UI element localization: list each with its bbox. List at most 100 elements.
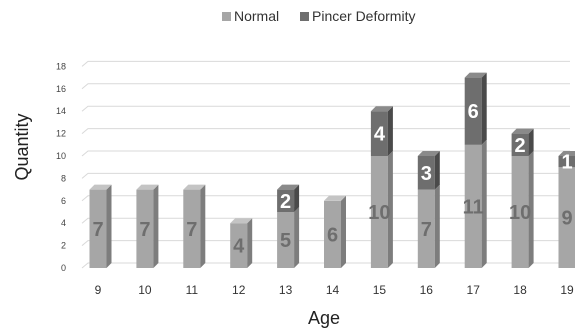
gridline-12 [81,128,570,134]
gridline-10 [81,150,570,157]
y-tick-label-2: 2 [61,241,66,251]
y-tick-label-6: 6 [61,196,66,206]
data-label-pincer-deformity-16: 3 [421,163,432,185]
bar-normal-9-top [89,184,112,190]
bar-normal-12 [230,218,253,268]
bar-normal-15-side [387,151,393,268]
bar-pincer-deformity-15-top [370,106,393,112]
x-tick-label-9: 9 [95,283,102,297]
bar-normal-13-front [277,212,295,268]
bar-normal-11-front [183,189,201,268]
data-label-normal-9: 7 [92,219,103,241]
gridlines [81,60,570,269]
gridline-14 [81,105,570,112]
bar-pincer-deformity-17-side [481,72,487,145]
data-label-pincer-deformity-13: 2 [280,191,291,213]
bar-pincer-deformity-15 [370,106,393,156]
bar-pincer-deformity-15-front [370,111,388,156]
x-tick-label-11: 11 [186,283,199,297]
data-label-normal-14: 6 [327,224,338,246]
bar-pincer-deformity-19-top [558,151,575,156]
bar-normal-11 [183,184,206,268]
bar-pincer-deformity-19 [558,151,575,168]
bar-normal-18-front [511,156,529,268]
bar-normal-12-front [230,223,248,268]
data-label-normal-10: 7 [139,219,150,241]
bar-normal-12-side [247,218,253,268]
bar-normal-19-front [558,167,575,268]
y-tick-label-4: 4 [61,218,66,228]
y-tick-label-8: 8 [61,173,66,183]
bar-pincer-deformity-17 [464,72,487,145]
x-tick-label-17: 17 [467,283,481,297]
bar-pincer-deformity-17-top [464,72,487,78]
bar-normal-10-top [136,184,159,190]
bar-normal-17-side [481,139,487,268]
bar-normal-17 [464,139,487,268]
x-tick-label-18: 18 [513,283,527,297]
gridline-2 [81,240,570,246]
bar-normal-13-side [294,207,300,268]
data-label-normal-15: 10 [368,202,390,224]
gridline-18 [81,60,570,67]
bar-pincer-deformity-16-front [417,156,435,190]
data-label-normal-19: 9 [561,208,572,230]
legend: Normal Pincer Deformity [222,8,415,24]
x-axis-title: Age [308,308,340,328]
bars [89,72,575,268]
legend-label-normal: Normal [234,8,279,24]
x-tick-label-12: 12 [232,283,246,297]
legend-label-pincer-deformity: Pincer Deformity [312,8,415,24]
x-tick-label-10: 10 [138,283,152,297]
y-tick-label-14: 14 [56,106,66,116]
y-tick-label-16: 16 [56,84,66,94]
x-tick-label-13: 13 [279,283,293,297]
bar-normal-15-front [370,156,388,268]
x-axis-ticks: 9 10 11 12 13 14 15 16 17 18 19 [95,283,574,297]
bar-normal-11-top [183,184,206,190]
bar-normal-14-front [324,200,341,268]
bar-normal-11-side [200,184,206,268]
legend-swatch-normal [222,12,231,21]
y-axis-ticks: 0 2 4 6 8 10 12 14 16 18 [56,61,66,273]
bar-normal-14-side [341,195,346,268]
bar-normal-10 [136,184,159,268]
bar-normal-14 [324,195,346,268]
bar-normal-12-top [230,218,253,224]
bar-pincer-deformity-13 [277,184,300,212]
x-tick-label-14: 14 [326,283,340,297]
bar-normal-9-side [106,184,112,268]
bar-pincer-deformity-18-top [511,128,534,134]
bar-normal-10-front [136,189,154,268]
bar-normal-16-front [417,189,435,268]
bar-normal-18-side [528,151,534,268]
bar-pincer-deformity-13-side [294,184,300,212]
bar-normal-9 [89,184,112,268]
data-label-pincer-deformity-17: 6 [468,101,479,123]
y-tick-label-10: 10 [56,151,66,161]
x-tick-label-15: 15 [373,283,387,297]
gridline-0 [81,262,570,269]
data-labels: 7 7 7 4 5 2 6 10 4 7 3 11 6 10 2 9 1 [92,101,572,257]
bar-normal-14-top [324,195,346,201]
legend-swatch-pincer-deformity [300,12,309,21]
bar-normal-10-side [153,184,159,268]
data-label-normal-17: 11 [463,196,484,218]
bar-pincer-deformity-16 [417,151,440,190]
x-tick-label-19: 19 [560,283,574,297]
data-label-normal-11: 7 [186,219,197,241]
bar-pincer-deformity-13-top [277,184,300,190]
data-label-normal-18: 10 [509,202,531,224]
x-tick-label-16: 16 [420,283,434,297]
y-tick-label-18: 18 [56,61,66,71]
bar-normal-15 [370,151,393,268]
gridline-16 [81,83,570,90]
data-label-normal-12: 4 [233,236,245,258]
bar-pincer-deformity-16-top [417,151,440,156]
y-tick-label-12: 12 [56,129,66,139]
bar-normal-17-front [464,144,482,268]
bar-normal-18 [511,151,534,268]
data-label-pincer-deformity-18: 2 [515,135,526,157]
bar-normal-9-front [89,189,107,268]
